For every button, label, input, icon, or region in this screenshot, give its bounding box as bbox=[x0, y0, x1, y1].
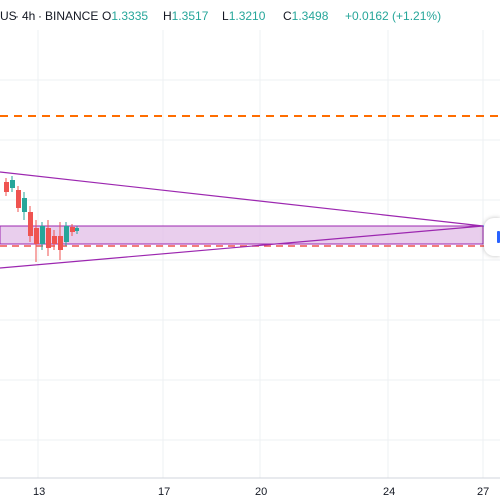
open-value: 1.3335 bbox=[111, 9, 149, 23]
candle bbox=[52, 230, 57, 250]
panel-toggle-icon bbox=[497, 231, 500, 243]
exchange-label: BINANCE bbox=[45, 9, 99, 23]
side-panel-tab[interactable] bbox=[484, 218, 500, 256]
ohlc-change: +0.0162 (+1.21%) bbox=[345, 9, 441, 23]
ohlc-open: O1.3335 bbox=[102, 9, 148, 23]
ohlc-low: L1.3210 bbox=[222, 9, 265, 23]
candle bbox=[28, 206, 33, 242]
grid bbox=[0, 30, 500, 478]
separator-dot: · bbox=[15, 9, 19, 23]
candles bbox=[4, 176, 79, 262]
triangle-upper-line[interactable] bbox=[0, 171, 484, 227]
symbol-name[interactable]: US bbox=[0, 9, 17, 23]
chart-header: US · 4h · BINANCE O1.3335 H1.3517 L1.321… bbox=[0, 0, 500, 30]
interval-label[interactable]: 4h bbox=[22, 9, 36, 23]
close-key: C bbox=[283, 9, 292, 23]
candle bbox=[10, 176, 15, 192]
separator-dot: · bbox=[38, 9, 42, 23]
candle bbox=[70, 224, 75, 236]
candle bbox=[58, 222, 63, 260]
x-tick-label: 24 bbox=[383, 486, 396, 498]
candle bbox=[4, 178, 9, 196]
candle bbox=[75, 226, 79, 234]
candle bbox=[22, 192, 27, 220]
candle bbox=[16, 186, 21, 212]
open-key: O bbox=[102, 9, 112, 23]
triangle-lower-line[interactable] bbox=[0, 225, 484, 269]
x-tick-label: 20 bbox=[255, 486, 268, 498]
range-zone[interactable] bbox=[0, 225, 484, 245]
x-tick-label: 13 bbox=[33, 486, 46, 498]
candle bbox=[34, 220, 39, 262]
candle bbox=[64, 222, 69, 246]
change-value: +0.0162 (+1.21%) bbox=[345, 9, 442, 23]
ohlc-close: C1.3498 bbox=[283, 9, 328, 23]
ohlc-high: H1.3517 bbox=[163, 9, 208, 23]
x-tick-label: 27 bbox=[477, 486, 490, 498]
close-value: 1.3498 bbox=[291, 9, 329, 23]
candle bbox=[40, 222, 45, 250]
x-tick-label: 17 bbox=[158, 486, 171, 498]
high-value: 1.3517 bbox=[171, 9, 209, 23]
low-key: L bbox=[222, 9, 229, 23]
candle bbox=[46, 220, 51, 256]
low-value: 1.3210 bbox=[228, 9, 266, 23]
high-key: H bbox=[163, 9, 172, 23]
